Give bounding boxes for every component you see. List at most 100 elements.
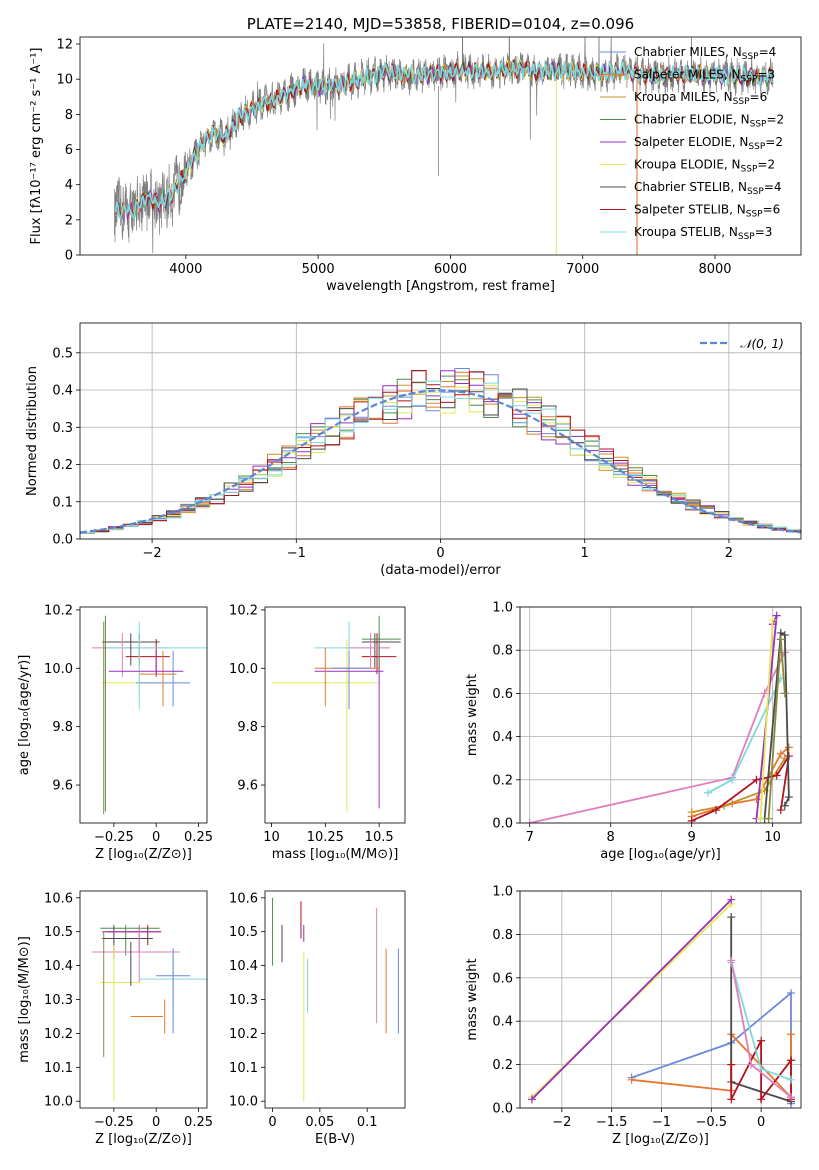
z-mass-xtick-label-2: 0.25 bbox=[184, 1115, 213, 1130]
spectrum-xtick-label-3: 7000 bbox=[566, 262, 599, 277]
age-weight-line-3 bbox=[691, 757, 786, 814]
mass-age-plot-area bbox=[271, 615, 401, 812]
z-weight-ytick-label-1: 0.2 bbox=[492, 1058, 513, 1073]
mass-age-ytick-label-2: 10.0 bbox=[229, 662, 258, 677]
age-weight-xtick-label-2: 9 bbox=[688, 830, 696, 845]
spectrum-ytick-label-5: 10 bbox=[56, 73, 73, 88]
age-weight-marker-6-2 bbox=[780, 689, 789, 698]
age-weight-marker-8-1 bbox=[768, 615, 777, 624]
z-weight-ytick-label-4: 0.8 bbox=[492, 928, 513, 943]
z-weight-marker-7-0 bbox=[727, 956, 736, 965]
ebv-mass-xtick-label-2: 0.1 bbox=[357, 1115, 378, 1130]
z-mass-ylabel: mass [log₁₀(M/M⊙)] bbox=[17, 936, 32, 1063]
age-weight-series-3 bbox=[687, 754, 789, 817]
residuals-xlabel: (data-model)/error bbox=[380, 563, 501, 578]
z-mass-ytick-label-4: 10.4 bbox=[44, 959, 73, 974]
age-weight-ytick-label-4: 0.8 bbox=[492, 644, 513, 659]
age-weight-ytick-label-5: 1.0 bbox=[492, 601, 513, 616]
spectrum-plot-area bbox=[114, 37, 774, 255]
spectrum-ytick-label-1: 2 bbox=[65, 213, 73, 228]
z-weight-ytick-label-3: 0.6 bbox=[492, 971, 513, 986]
age-weight-marker-4-5 bbox=[776, 806, 785, 815]
z-weight-xtick-label-3: −0.5 bbox=[696, 1115, 728, 1130]
residuals-ylabel: Normed distribution bbox=[25, 366, 40, 496]
z-weight-marker-3-4 bbox=[787, 1030, 796, 1039]
ebv-mass-xtick-label-1: 0.05 bbox=[305, 1115, 334, 1130]
z-age-plot-area bbox=[91, 615, 207, 815]
age-weight-marker-4-4 bbox=[784, 752, 793, 761]
legend-label-8: Kroupa STELIB, NSSP=3 bbox=[634, 225, 772, 242]
spectrum-xtick-label-0: 4000 bbox=[169, 262, 202, 277]
ebv-mass-ytick-label-4: 10.4 bbox=[229, 959, 258, 974]
z-mass-ytick-label-5: 10.5 bbox=[44, 925, 73, 940]
z-weight-marker-5-1 bbox=[727, 1095, 736, 1104]
age-weight-marker-2-3 bbox=[776, 749, 785, 758]
z-mass-errorbar-4 bbox=[91, 924, 180, 983]
z-age-xtick-label-1: 0 bbox=[152, 830, 160, 845]
z-weight-marker-1-0 bbox=[527, 1095, 536, 1104]
z-weight-marker-4-0 bbox=[727, 913, 736, 922]
age-weight-marker-4-2 bbox=[752, 775, 761, 784]
age-weight-marker-3-0 bbox=[687, 808, 696, 817]
z-mass-xlabel: Z [log₁₀(Z/Z⊙)] bbox=[95, 1132, 192, 1147]
mass-age-xtick-label-2: 10.5 bbox=[365, 830, 394, 845]
z-weight-ytick-label-2: 0.4 bbox=[492, 1015, 513, 1030]
residuals-xtick-label-1: −1 bbox=[287, 546, 306, 561]
z-mass-errorbar-0 bbox=[100, 924, 160, 956]
age-weight-ytick-label-0: 0.0 bbox=[492, 817, 513, 832]
legend-label-1: Salpeter MILES, NSSP=3 bbox=[634, 68, 775, 85]
residuals-xtick-label-2: 0 bbox=[436, 546, 444, 561]
spectrum-xlabel: wavelength [Angstrom, rest frame] bbox=[326, 279, 555, 294]
z-age-ytick-label-0: 9.6 bbox=[52, 779, 73, 794]
mass-age-errorbar-6 bbox=[331, 650, 371, 710]
z-weight-marker-1-1 bbox=[727, 895, 736, 904]
mass-age-ytick-label-3: 10.2 bbox=[229, 603, 258, 618]
age-weight-marker-4-0 bbox=[687, 816, 696, 823]
age-weight-marker-5-4 bbox=[780, 801, 789, 810]
age-weight-marker-5-3 bbox=[784, 793, 793, 802]
residuals-ytick-label-2: 0.2 bbox=[52, 458, 73, 473]
z-age-ytick-label-2: 10.0 bbox=[44, 662, 73, 677]
hist-kroupa-stelib bbox=[80, 380, 801, 534]
residuals-xtick-label-0: −2 bbox=[143, 546, 162, 561]
age-weight-marker-6-1 bbox=[776, 635, 785, 644]
legend-normal-label: 𝒩(0, 1) bbox=[740, 337, 784, 351]
residuals-plot-area bbox=[80, 368, 801, 534]
z-mass-ytick-label-3: 10.3 bbox=[44, 993, 73, 1008]
age-weight-plot-area bbox=[525, 611, 793, 823]
z-weight-marker-7-2 bbox=[787, 1093, 796, 1102]
mass-age-ytick-label-1: 9.8 bbox=[237, 720, 258, 735]
spectrum-xtick-label-4: 8000 bbox=[698, 262, 731, 277]
spectrum-ytick-label-0: 0 bbox=[65, 249, 73, 264]
age-weight-marker-8-0 bbox=[756, 814, 765, 823]
age-weight-xlabel: age [log₁₀(age/yr)] bbox=[600, 847, 721, 862]
age-weight-xtick-label-1: 8 bbox=[607, 830, 615, 845]
z-mass-ytick-label-2: 10.2 bbox=[44, 1027, 73, 1042]
z-weight-marker-7-1 bbox=[747, 1060, 756, 1069]
ebv-mass-ytick-label-5: 10.5 bbox=[229, 925, 258, 940]
age-weight-marker-4-1 bbox=[711, 806, 720, 815]
z-age-ytick-label-1: 9.8 bbox=[52, 720, 73, 735]
age-weight-marker-1-0 bbox=[703, 788, 712, 797]
z-weight-ylabel: mass weight bbox=[465, 958, 480, 1040]
legend-label-4: Salpeter ELODIE, NSSP=2 bbox=[634, 135, 783, 152]
age-weight-series-6 bbox=[764, 635, 789, 823]
z-weight-series-1 bbox=[527, 895, 736, 1104]
observed-spectrum-line bbox=[114, 37, 774, 254]
residuals-ytick-label-3: 0.3 bbox=[52, 421, 73, 436]
residuals-ytick-label-4: 0.4 bbox=[52, 384, 73, 399]
z-weight-xlabel: Z [log₁₀(Z/Z⊙)] bbox=[612, 1132, 709, 1147]
residuals-xtick-label-3: 1 bbox=[581, 546, 589, 561]
residuals-xtick-label-4: 2 bbox=[725, 546, 733, 561]
z-weight-marker-5-2 bbox=[757, 1036, 766, 1045]
spectrum-ytick-label-4: 8 bbox=[65, 108, 73, 123]
ebv-mass-ytick-label-6: 10.6 bbox=[229, 891, 258, 906]
ebv-mass-ytick-label-2: 10.2 bbox=[229, 1027, 258, 1042]
z-age-ytick-label-3: 10.2 bbox=[44, 603, 73, 618]
spectrum-ytick-label-6: 12 bbox=[56, 38, 73, 53]
z-age-xtick-label-0: −0.25 bbox=[94, 830, 134, 845]
z-weight-marker-5-4 bbox=[787, 1056, 796, 1065]
spectrum-ylabel: Flux [fλ10⁻¹⁷ erg cm⁻² s⁻¹ A⁻¹] bbox=[29, 48, 44, 245]
residuals-ytick-label-5: 0.5 bbox=[52, 346, 73, 361]
